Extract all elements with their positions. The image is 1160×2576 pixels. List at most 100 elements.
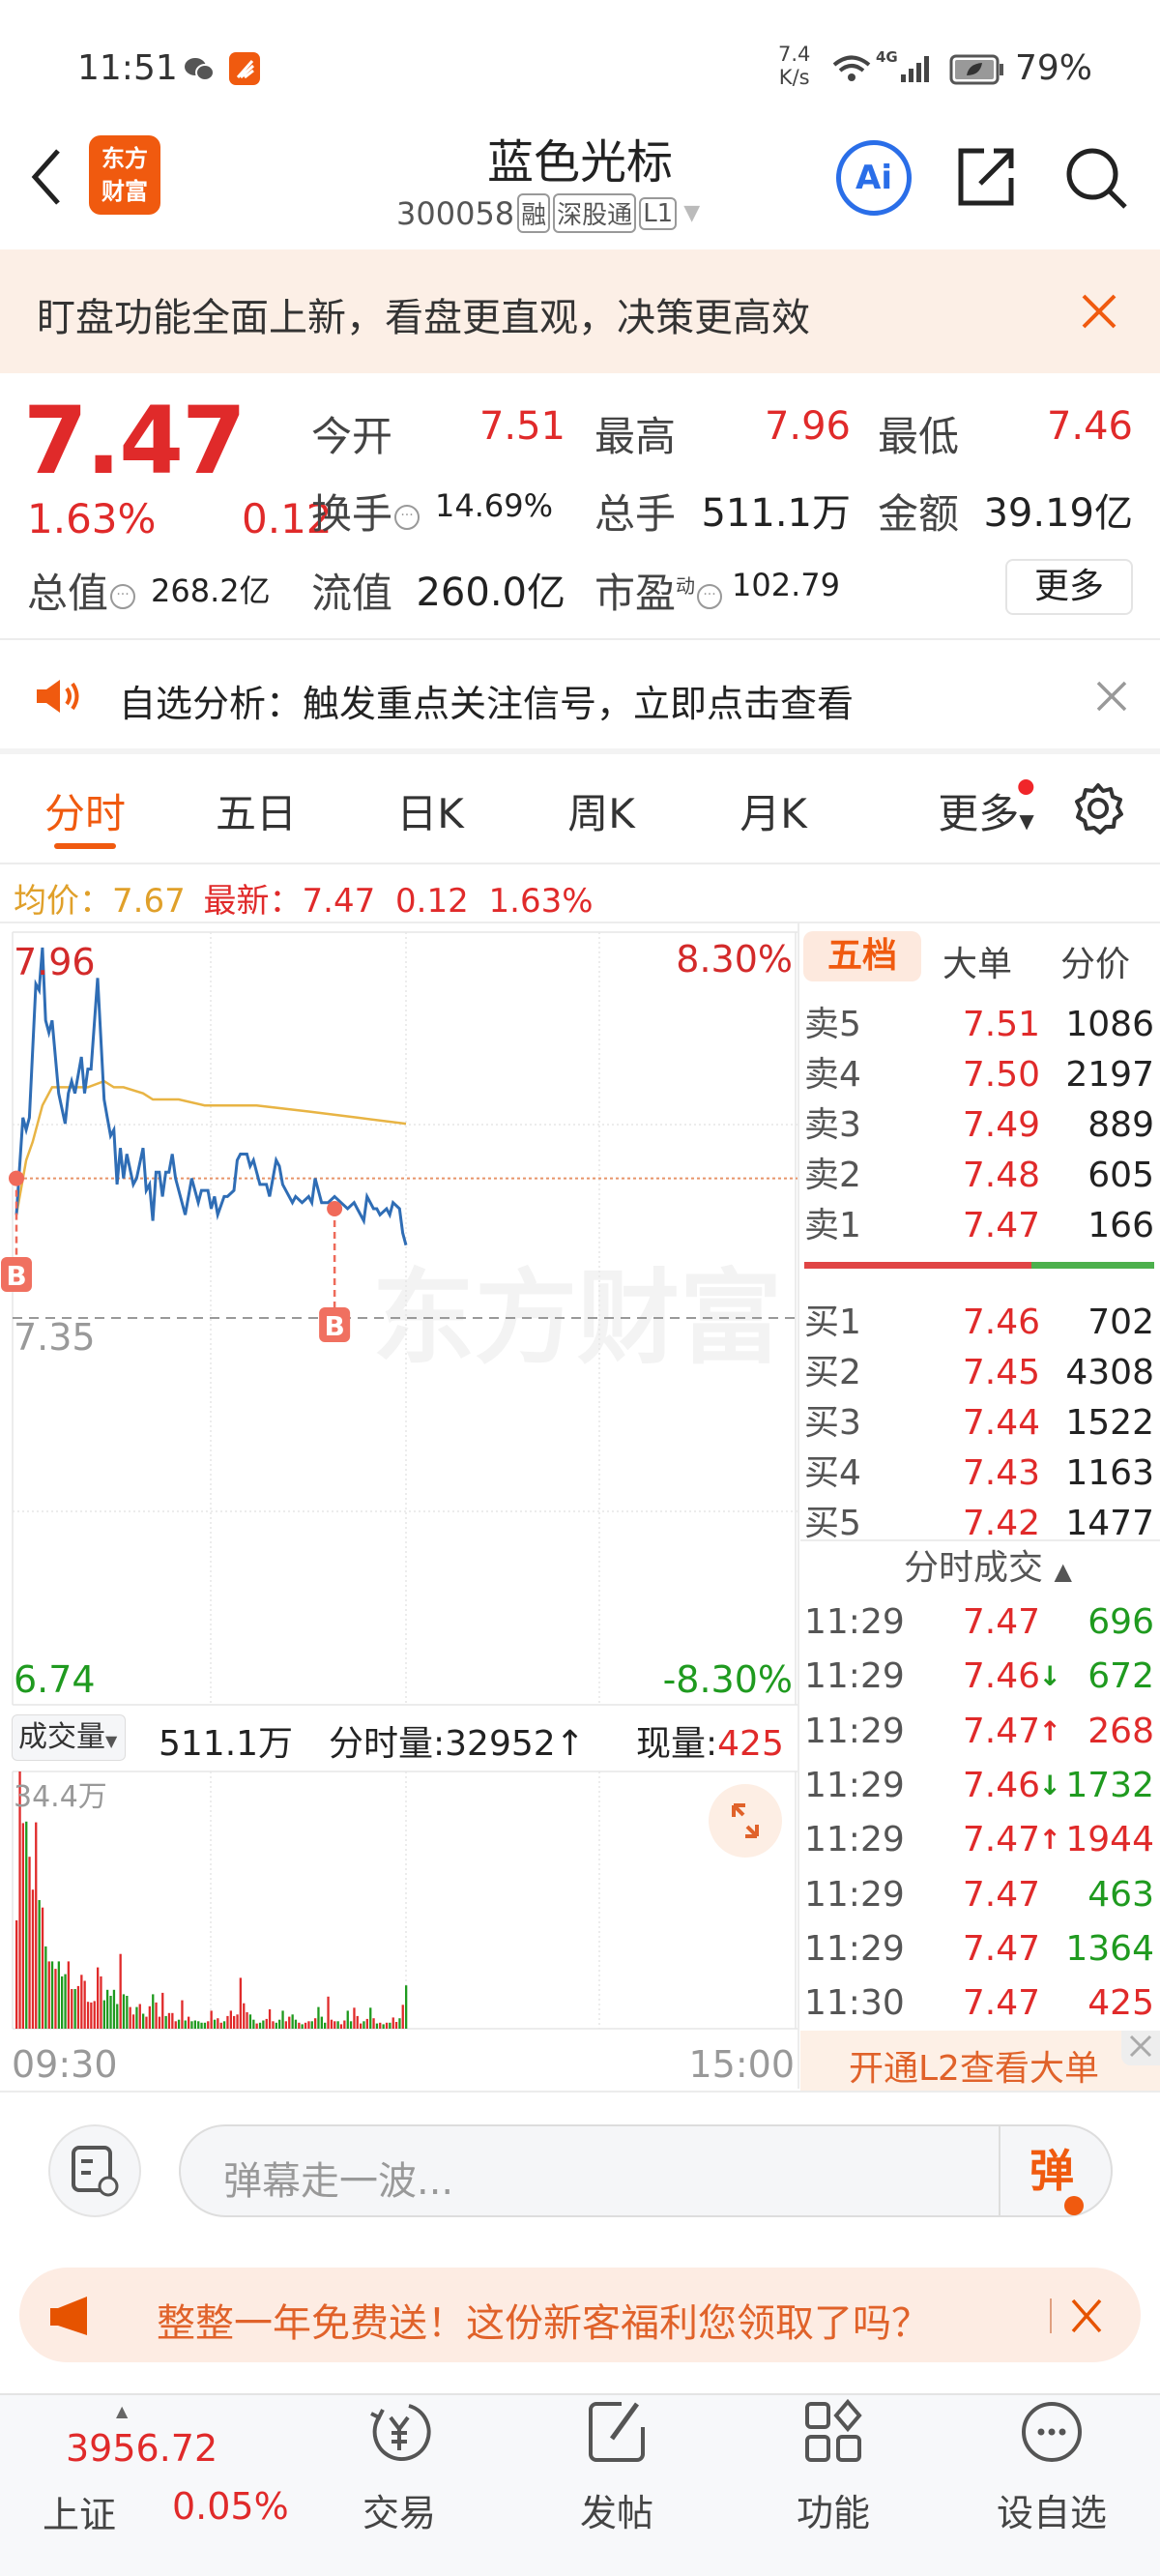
intraday-info: 均价：7.67 最新：7.47 0.12 1.63% (14, 882, 594, 921)
tab-daily-k[interactable]: 日K (396, 790, 464, 837)
volume-bar (90, 2002, 93, 2029)
volume-bar (248, 2014, 252, 2029)
volume-bar (18, 1771, 21, 2029)
divider (800, 1539, 1160, 1541)
bid-row[interactable]: 买4 7.43 1163 (804, 1453, 1154, 1493)
nav-functions[interactable]: 功能 (756, 2398, 911, 2536)
ask-row[interactable]: 卖3 7.49 889 (804, 1105, 1154, 1145)
app-logo[interactable]: 东方 财富 (89, 135, 160, 215)
feature-banner[interactable]: 盯盘功能全面上新，看盘更直观，决策更高效 (0, 249, 1160, 373)
tab-price-distribution[interactable]: 分价 (1060, 945, 1131, 984)
volume-bar (71, 1989, 73, 2029)
trade-row: 11:29 7.47 ↑ 1944 (804, 1813, 1154, 1867)
volume-bar (382, 2024, 385, 2029)
alert-close-button[interactable] (1094, 679, 1129, 717)
tab-more[interactable]: 更多▼ (938, 779, 1034, 840)
bid-row[interactable]: 买5 7.42 1477 (804, 1504, 1154, 1543)
more-quote-button[interactable]: 更多 (1005, 559, 1133, 615)
banner-close-button[interactable] (1078, 290, 1120, 337)
volume-bar (320, 2016, 323, 2029)
volume-bar (177, 2019, 181, 2029)
x-label-start: 09:30 (12, 2043, 118, 2084)
volume-bar (126, 1996, 129, 2029)
nav-post[interactable]: 发帖 (539, 2398, 694, 2536)
bid-row[interactable]: 买3 7.44 1522 (804, 1403, 1154, 1443)
volume-bar (401, 2005, 404, 2029)
expand-chart-button[interactable] (709, 1784, 782, 1858)
dropdown-triangle-icon: ▼ (1019, 809, 1034, 833)
volume-max-label: 34.4万 (14, 1780, 107, 1814)
danmaku-send-button[interactable]: 弹 (999, 2126, 1113, 2215)
l2-upgrade-banner[interactable]: 开通L2查看大单 (800, 2031, 1160, 2091)
search-button[interactable] (1063, 145, 1131, 217)
ask-row[interactable]: 卖2 7.48 605 (804, 1156, 1154, 1195)
chart-settings-button[interactable] (1071, 781, 1125, 839)
minute-volume: 分时量:32952↑ (329, 1724, 585, 1764)
volume-indicator-select[interactable]: 成交量▼ (12, 1714, 126, 1761)
volume-bar (207, 2021, 210, 2029)
volume-bar (76, 1985, 80, 2029)
volume-bar (405, 1985, 408, 2029)
volume-bar (86, 2002, 90, 2029)
info-icon[interactable]: ··· (394, 504, 420, 530)
status-time: 11:51 (77, 48, 178, 88)
triangle-up-icon: ▲ (1054, 1558, 1072, 1585)
close-icon (1082, 294, 1116, 329)
nav-trade[interactable]: 交易 (322, 2398, 477, 2536)
ask-row[interactable]: 卖4 7.50 2197 (804, 1055, 1154, 1095)
volume-bar (272, 2021, 275, 2029)
current-volume: 现量:425 (636, 1724, 784, 1764)
promo-banner[interactable]: 整整一年免费送！这份新客福利您领取了吗？ (19, 2268, 1141, 2362)
dropdown-triangle-icon: ▼ (683, 201, 701, 225)
tab-order-book[interactable]: 五档 (803, 931, 921, 981)
quote-label: 总手 (594, 490, 677, 538)
app-notification-icon (229, 52, 260, 85)
index-ticker[interactable]: ▲ 3956.72 上证 0.05% (39, 2398, 290, 2543)
volume-bar (57, 1961, 60, 2029)
tab-five-day[interactable]: 五日 (215, 790, 298, 837)
l2-close-button[interactable] (1121, 2031, 1160, 2065)
nav-add-watchlist[interactable]: 设自选 (974, 2398, 1129, 2536)
volume-bar (28, 1857, 31, 2029)
tab-large-orders[interactable]: 大单 (942, 945, 1013, 984)
info-icon[interactable]: ··· (697, 583, 723, 609)
promo-close-button[interactable] (1065, 2295, 1108, 2341)
volume-bar (64, 1974, 67, 2029)
comment-settings-button[interactable] (48, 2124, 141, 2217)
tab-weekly-k[interactable]: 周K (567, 790, 635, 837)
bid-row[interactable]: 买1 7.46 702 (804, 1303, 1154, 1342)
volume-bar (148, 2005, 151, 2029)
volume-bar (41, 1907, 44, 2029)
quote-value: 268.2亿 (151, 572, 271, 609)
ai-button[interactable]: Ai (836, 140, 912, 216)
y-label-bottom: 6.74 (14, 1658, 96, 1701)
volume-bar (116, 2004, 119, 2029)
back-button[interactable] (21, 143, 70, 211)
stock-subtitle[interactable]: 300058 融 深股通 L1 ▼ (396, 193, 700, 233)
quote-value: 102.79 (732, 567, 840, 603)
quote-value: 260.0亿 (416, 571, 566, 615)
ask-row[interactable]: 卖1 7.47 166 (804, 1206, 1154, 1245)
ask-row[interactable]: 卖5 7.51 1086 (804, 1005, 1154, 1044)
info-icon[interactable]: ··· (110, 583, 136, 609)
volume-bar (21, 1823, 24, 2029)
volume-bar (142, 2013, 145, 2029)
volume-bar (102, 2000, 105, 2029)
volume-bar (353, 2007, 356, 2029)
share-button[interactable] (955, 145, 1017, 213)
volume-bar (138, 2004, 141, 2029)
volume-bar (145, 2016, 148, 2029)
trade-row: 11:29 7.46 ↓ 1732 (804, 1759, 1154, 1813)
volume-bar (339, 2024, 343, 2029)
tab-monthly-k[interactable]: 月K (740, 790, 807, 837)
volume-bar (119, 1953, 122, 2029)
volume-bar (213, 2019, 217, 2029)
bid-row[interactable]: 买2 7.45 4308 (804, 1353, 1154, 1392)
notification-dot (1018, 779, 1034, 795)
trades-toggle[interactable]: 分时成交 ▲ (904, 1548, 1072, 1588)
alert-row[interactable]: 自选分析：触发重点关注信号，立即点击查看 (0, 640, 1160, 748)
danmaku-input[interactable]: 弹幕走一波... 弹 (179, 2124, 1113, 2217)
trade-row: 11:29 7.47 696 (804, 1602, 1154, 1642)
tab-intraday[interactable]: 分时 (44, 790, 127, 837)
intraday-chart[interactable]: 东方财富 BB 7.96 7.35 6.74 8.30% -8.30% 34.4… (0, 923, 800, 2084)
